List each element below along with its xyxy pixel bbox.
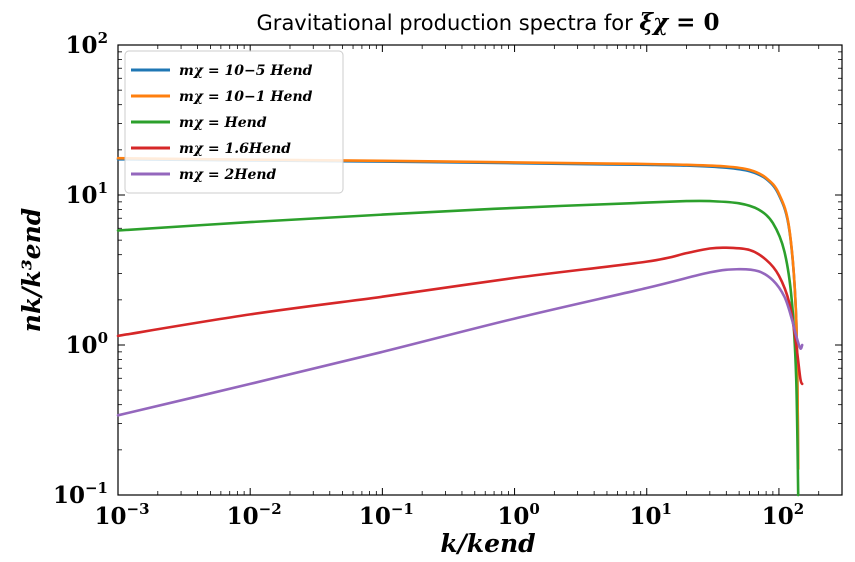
x-tick-label-2-exp: −1 xyxy=(391,500,414,518)
x-tick-label-5: 102 xyxy=(762,500,804,530)
legend-label-3: mχ = Hend xyxy=(179,115,267,131)
series-line-2 xyxy=(116,156,800,470)
x-tick-label-0-base: 10 xyxy=(94,503,126,530)
y-tick-label-1: 100 xyxy=(66,329,108,359)
series-layer xyxy=(116,156,804,497)
x-tick-label-0-exp: −3 xyxy=(127,500,150,518)
y-tick-label-0-exp: −1 xyxy=(85,479,108,497)
x-axis-label: k/kend xyxy=(440,529,535,558)
x-tick-label-1-exp: −2 xyxy=(259,500,282,518)
x-tick-label-4-exp: 1 xyxy=(662,500,672,518)
y-tick-label-0-base: 10 xyxy=(53,482,85,509)
legend-label-2: mχ = 10−1 Hend xyxy=(179,89,313,105)
series-line-4 xyxy=(116,246,804,386)
x-tick-label-1-base: 10 xyxy=(227,503,259,530)
plot-frame xyxy=(117,44,843,496)
legend-label-4: mχ = 1.6Hend xyxy=(179,141,291,157)
x-tick-label-3-exp: 0 xyxy=(529,500,539,518)
legend-box xyxy=(124,50,344,194)
legend-label-5: mχ = 2Hend xyxy=(179,167,277,183)
x-tick-label-4: 101 xyxy=(630,500,672,530)
y-tick-label-2-exp: 1 xyxy=(98,179,108,197)
series-line-1 xyxy=(116,158,800,470)
title-text: Gravitational production spectra for xyxy=(257,11,640,35)
x-tick-label-0: 10−3 xyxy=(94,500,149,530)
y-tick-label-3-exp: 2 xyxy=(98,29,108,47)
x-tick-label-2: 10−1 xyxy=(359,500,414,530)
title-math: ξχ xyxy=(639,9,670,36)
chart-title: Gravitational production spectra for ξχ … xyxy=(257,9,720,36)
y-tick-label-2: 101 xyxy=(66,179,108,209)
legend: mχ = 10−5 Hend mχ = 10−1 Hend mχ = Hend mχ … xyxy=(124,50,344,194)
series-line-3 xyxy=(116,199,800,497)
x-tick-label-1: 10−2 xyxy=(227,500,282,530)
series-line-5 xyxy=(116,267,804,417)
legend-label-1: mχ = 10−5 Hend xyxy=(179,63,313,79)
y-tick-label-1-base: 10 xyxy=(66,332,98,359)
x-tick-label-5-exp: 2 xyxy=(794,500,804,518)
y-axis-label: nk/k³end xyxy=(17,208,46,332)
x-tick-label-5-base: 10 xyxy=(762,503,794,530)
y-tick-label-1-exp: 0 xyxy=(98,329,108,347)
y-tick-label-3: 102 xyxy=(66,29,108,59)
x-tick-label-3-base: 10 xyxy=(497,503,529,530)
y-tick-label-3-base: 10 xyxy=(66,32,98,59)
x-tick-label-3: 100 xyxy=(497,500,539,530)
x-tick-label-2-base: 10 xyxy=(359,503,391,530)
y-tick-label-0: 10−1 xyxy=(53,479,108,509)
x-tick-label-4-base: 10 xyxy=(630,503,662,530)
y-tick-label-2-base: 10 xyxy=(66,182,98,209)
title-math-rest: = 0 xyxy=(668,9,719,36)
